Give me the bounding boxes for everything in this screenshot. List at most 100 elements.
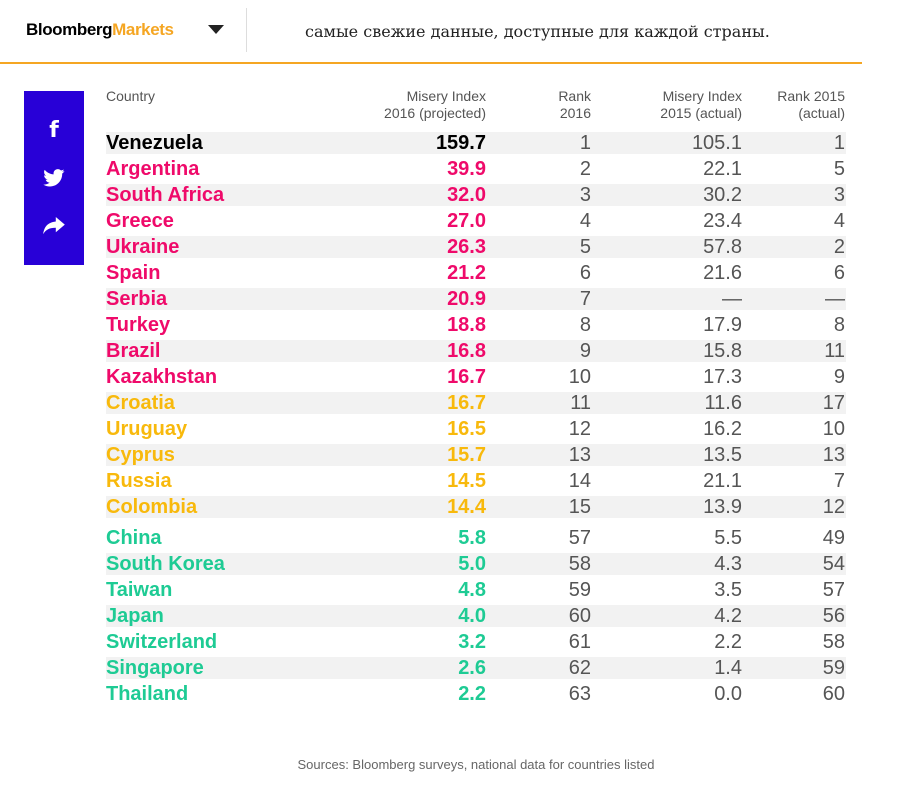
column-header-rank-2016: Rank 2016: [558, 88, 591, 121]
misery-2016-cell: 14.4: [447, 496, 486, 518]
misery-2015-cell: 3.5: [714, 579, 742, 601]
misery-2016-cell: 14.5: [447, 470, 486, 492]
headline-text: самые свежие данные, доступные для каждо…: [305, 22, 770, 41]
table-row: Turkey 18.8 8 17.9 8: [106, 314, 846, 336]
table-row: Singapore 2.6 62 1.4 59: [106, 657, 846, 679]
rank-2015-cell: 59: [822, 657, 845, 679]
rank-2016-cell: 63: [568, 683, 591, 705]
country-cell: Russia: [106, 470, 172, 492]
table-row: Ukraine 26.3 5 57.8 2: [106, 236, 846, 258]
misery-2015-cell: 0.0: [714, 683, 742, 705]
column-header-country: Country: [106, 88, 156, 104]
rank-2015-cell: —: [825, 288, 845, 310]
chevron-down-icon[interactable]: [208, 25, 224, 34]
misery-2016-cell: 3.2: [458, 631, 486, 653]
misery-2016-cell: 16.8: [447, 340, 486, 362]
rank-2015-cell: 3: [833, 184, 845, 206]
rank-2015-cell: 57: [822, 579, 845, 601]
table-row: Uruguay 16.5 12 16.2 10: [106, 418, 846, 440]
country-cell: South Korea: [106, 553, 225, 575]
column-header-misery-2015: Misery Index 2015 (actual): [660, 88, 742, 121]
misery-2016-cell: 4.0: [458, 605, 486, 627]
country-cell: Cyprus: [106, 444, 175, 466]
rank-2016-cell: 14: [568, 470, 591, 492]
misery-2015-cell: 11.6: [704, 392, 742, 414]
misery-2015-cell: 16.2: [703, 418, 742, 440]
misery-2015-cell: 2.2: [714, 631, 742, 653]
rank-2016-cell: 6: [579, 262, 591, 284]
rank-2015-cell: 6: [833, 262, 845, 284]
misery-2015-cell: 17.3: [703, 366, 742, 388]
misery-2015-cell: 21.6: [703, 262, 742, 284]
misery-2015-cell: 15.8: [703, 340, 742, 362]
rank-2015-cell: 2: [833, 236, 845, 258]
rank-2016-cell: 15: [568, 496, 591, 518]
table-row: Spain 21.2 6 21.6 6: [106, 262, 846, 284]
misery-2016-cell: 5.8: [458, 527, 486, 549]
misery-2016-cell: 16.7: [447, 366, 486, 388]
rank-2016-cell: 58: [568, 553, 591, 575]
source-note: Sources: Bloomberg surveys, national dat…: [297, 757, 655, 772]
misery-2015-cell: 4.3: [714, 553, 742, 575]
misery-2016-cell: 4.8: [458, 579, 486, 601]
country-cell: Argentina: [106, 158, 200, 180]
facebook-share-button[interactable]: f: [24, 108, 84, 152]
rank-2016-cell: 59: [568, 579, 591, 601]
country-cell: Kazakhstan: [106, 366, 218, 388]
rank-2016-cell: 2: [579, 158, 591, 180]
rank-2016-cell: 57: [568, 527, 591, 549]
rank-2015-cell: 54: [822, 553, 845, 575]
country-cell: Taiwan: [106, 579, 173, 601]
table-row: Kazakhstan 16.7 10 17.3 9: [106, 366, 846, 388]
country-cell: Singapore: [106, 657, 204, 679]
country-cell: Serbia: [106, 288, 168, 310]
rank-2015-cell: 17: [822, 392, 845, 414]
misery-2016-cell: 15.7: [447, 444, 486, 466]
table-row: Switzerland 3.2 61 2.2 58: [106, 631, 846, 653]
rank-2016-cell: 61: [568, 631, 591, 653]
misery-2015-cell: 4.2: [714, 605, 742, 627]
brand-primary: Bloomberg: [26, 20, 113, 39]
misery-2016-cell: 16.7: [447, 392, 486, 414]
bloomberg-markets-logo[interactable]: BloombergMarkets: [26, 20, 174, 40]
misery-2015-cell: 1.4: [714, 657, 742, 679]
misery-2016-cell: 27.0: [447, 210, 486, 232]
rank-2016-cell: 5: [579, 236, 591, 258]
table-row: Cyprus 15.7 13 13.5 13: [106, 444, 846, 466]
misery-2016-cell: 159.7: [435, 132, 486, 154]
country-cell: Ukraine: [106, 236, 180, 258]
rank-2016-cell: 60: [568, 605, 591, 627]
divider: [246, 8, 247, 52]
column-header-rank-2015: Rank 2015 (actual): [777, 88, 845, 121]
rank-2015-cell: 10: [822, 418, 845, 440]
rank-2016-cell: 11: [570, 392, 591, 414]
misery-2015-cell: 22.1: [703, 158, 742, 180]
misery-2015-cell: 23.4: [703, 210, 742, 232]
misery-2016-cell: 39.9: [447, 158, 486, 180]
rank-2015-cell: 9: [833, 366, 845, 388]
rank-2016-cell: 13: [568, 444, 591, 466]
rank-2016-cell: 9: [579, 340, 591, 362]
misery-2016-cell: 2.2: [458, 683, 486, 705]
rank-2016-cell: 7: [579, 288, 591, 310]
country-cell: Thailand: [106, 683, 189, 705]
misery-2015-cell: 5.5: [714, 527, 742, 549]
share-button[interactable]: [24, 204, 84, 248]
column-header-misery-2016: Misery Index 2016 (projected): [384, 88, 486, 121]
share-icon: [43, 217, 65, 235]
misery-2015-cell: 17.9: [703, 314, 742, 336]
twitter-share-button[interactable]: [24, 156, 84, 200]
rank-2016-cell: 10: [568, 366, 591, 388]
table-row: Thailand 2.2 63 0.0 60: [106, 683, 846, 705]
country-cell: South Africa: [106, 184, 225, 206]
rank-2016-cell: 8: [579, 314, 591, 336]
misery-2015-cell: 21.1: [703, 470, 742, 492]
table-row: Colombia 14.4 15 13.9 12: [106, 496, 846, 518]
table-row: Greece 27.0 4 23.4 4: [106, 210, 846, 232]
table-row: Brazil 16.8 9 15.8 11: [106, 340, 846, 362]
misery-2016-cell: 5.0: [458, 553, 486, 575]
rank-2015-cell: 49: [822, 527, 845, 549]
rank-2015-cell: 7: [833, 470, 845, 492]
country-cell: Turkey: [106, 314, 171, 336]
misery-2016-cell: 32.0: [447, 184, 486, 206]
